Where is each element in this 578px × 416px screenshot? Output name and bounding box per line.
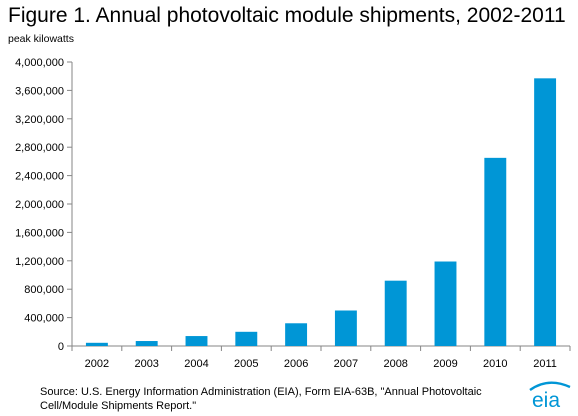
- y-tick-label: 3,200,000: [15, 114, 64, 126]
- y-tick-label: 2,800,000: [15, 142, 64, 154]
- x-tick-label: 2010: [483, 358, 507, 370]
- bar-2005: [235, 331, 258, 346]
- eia-logo-swoosh: [529, 381, 571, 391]
- x-tick-label: 2005: [234, 358, 258, 370]
- x-tick-label: 2008: [383, 358, 407, 370]
- bar-2006: [285, 323, 308, 346]
- bar-2007: [334, 310, 357, 346]
- y-axis-label: peak kilowatts: [8, 33, 74, 45]
- y-tick-label: 800,000: [24, 284, 64, 296]
- x-tick-label: 2007: [334, 358, 358, 370]
- x-tick-label: 2009: [433, 358, 457, 370]
- y-tick-label: 3,600,000: [15, 85, 64, 97]
- y-tick-label: 1,600,000: [15, 227, 64, 239]
- x-tick-label: 2006: [284, 358, 308, 370]
- chart-title: Figure 1. Annual photovoltaic module shi…: [8, 4, 566, 27]
- y-tick-label: 0: [58, 341, 64, 353]
- bar-2008: [384, 280, 407, 346]
- y-tick-label: 1,200,000: [15, 256, 64, 268]
- bar-2004: [185, 336, 208, 346]
- y-tick-label: 2,000,000: [15, 199, 64, 211]
- bar-2003: [135, 341, 158, 346]
- bars: [85, 78, 557, 346]
- y-axis: 0 400,000 800,000 1,200,000 1,600,000 2,000,0…: [15, 57, 73, 353]
- x-tick-label: 2003: [134, 358, 158, 370]
- bar-2002: [85, 342, 108, 346]
- source-note: Source: U.S. Energy Information Administ…: [40, 386, 482, 412]
- bar-2011: [534, 78, 557, 346]
- bar-2009: [434, 261, 457, 346]
- bar-2010: [484, 157, 507, 346]
- x-axis: 2002 2003 2004 2005 2006 2007 2008 2009 2010 2011: [71, 345, 571, 370]
- x-tick-label: 2002: [85, 358, 109, 370]
- eia-logo-text: eia: [532, 389, 560, 412]
- x-tick-label: 2011: [533, 358, 557, 370]
- y-tick-label: 2,400,000: [15, 171, 64, 183]
- eia-logo: eia: [529, 381, 571, 412]
- y-tick-label: 400,000: [24, 313, 64, 325]
- y-tick-label: 4,000,000: [15, 57, 64, 69]
- x-tick-label: 2004: [184, 358, 208, 370]
